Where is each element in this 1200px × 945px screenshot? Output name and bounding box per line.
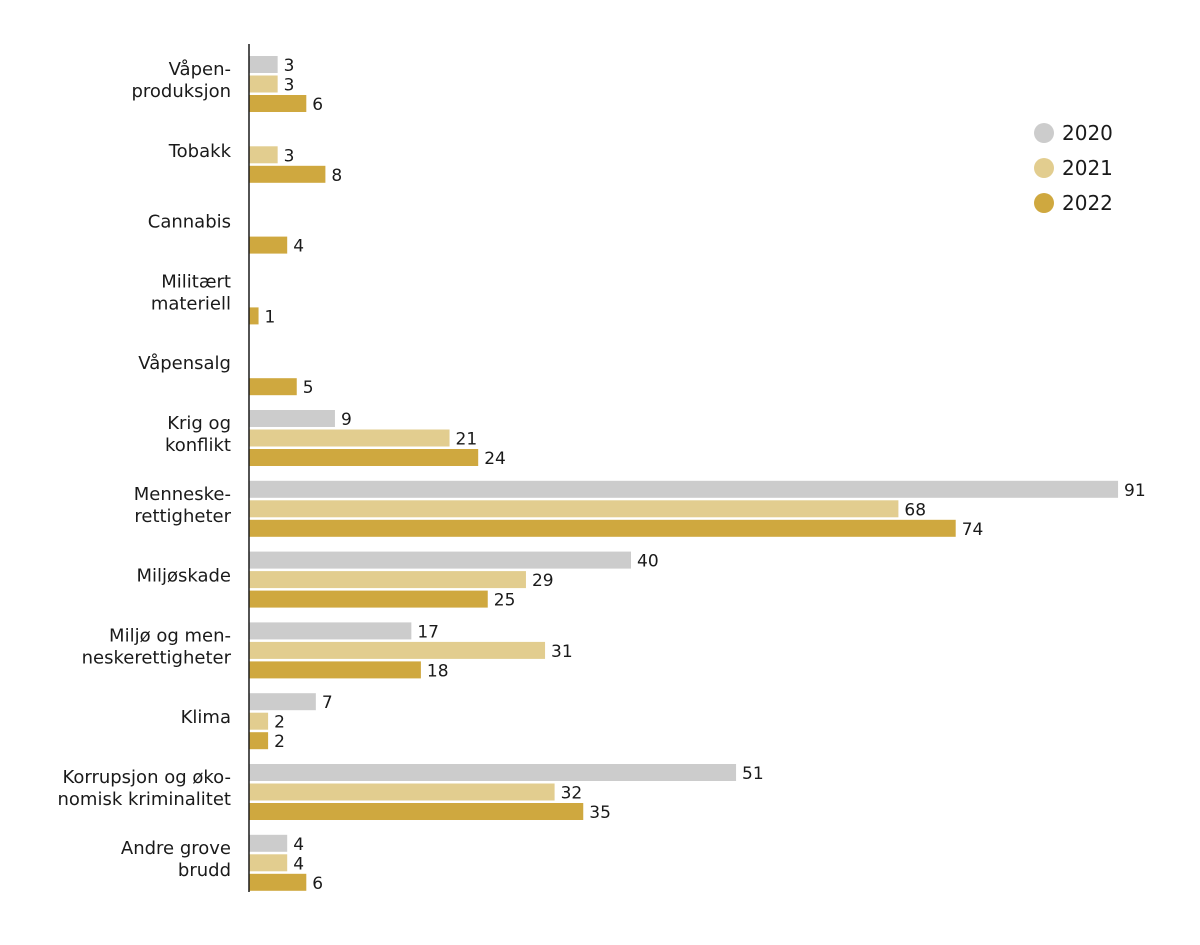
- category-label-line: Korrupsjon og øko-: [62, 767, 231, 788]
- category-label-line: Klima: [181, 707, 231, 728]
- value-label-2020-6: 91: [1124, 481, 1146, 501]
- category-label-line: materiell: [151, 293, 231, 314]
- bar-2021-5: [249, 429, 450, 447]
- bar-2021-6: [249, 500, 899, 518]
- category-label-line: nomisk kriminalitet: [58, 789, 231, 810]
- value-label-2020-10: 51: [742, 764, 764, 784]
- bar-2022-9: [249, 732, 269, 750]
- bar-2022-6: [249, 519, 956, 537]
- bar-2021-11: [249, 854, 288, 872]
- value-label-2020-11: 4: [293, 835, 304, 855]
- category-label-0: Våpen-produksjon: [131, 59, 231, 102]
- bar-2020-5: [249, 410, 335, 427]
- category-label-3: Militært materiell: [151, 271, 231, 314]
- value-label-2021-9: 2: [274, 713, 285, 733]
- bar-2021-1: [249, 146, 278, 164]
- value-label-2022-6: 74: [962, 520, 984, 540]
- category-label-11: Andre grove brudd: [121, 838, 231, 881]
- value-label-2021-0: 3: [284, 76, 295, 96]
- value-label-2022-1: 8: [331, 166, 342, 186]
- category-label-line: Militært: [161, 271, 231, 292]
- bar-2022-7: [249, 590, 488, 608]
- category-label-line: Menneske-: [134, 484, 231, 505]
- legend-marker-2021: [1034, 158, 1054, 178]
- value-label-2022-4: 5: [303, 378, 314, 398]
- category-label-line: Våpensalg: [138, 353, 231, 374]
- bar-2022-0: [249, 95, 307, 112]
- value-label-2022-5: 24: [484, 449, 506, 469]
- value-label-2021-7: 29: [532, 571, 554, 591]
- value-label-2021-10: 32: [561, 784, 583, 804]
- value-label-2022-9: 2: [274, 732, 285, 752]
- bar-2020-0: [249, 56, 278, 73]
- category-label-4: Våpensalg: [138, 353, 231, 374]
- category-label-line: rettigheter: [134, 506, 231, 527]
- bar-2020-6: [249, 480, 1119, 498]
- category-label-10: Korrupsjon og øko-nomisk kriminalitet: [58, 767, 231, 810]
- value-label-2022-10: 35: [589, 803, 611, 823]
- category-label-line: Tobakk: [168, 141, 232, 162]
- category-label-7: Miljøskade: [136, 566, 231, 587]
- bar-2021-7: [249, 571, 526, 589]
- category-label-line: konflikt: [165, 435, 231, 456]
- category-label-8: Miljø og men-neskerettigheter: [82, 625, 232, 668]
- value-label-2020-5: 9: [341, 410, 352, 430]
- value-label-2022-8: 18: [427, 661, 449, 681]
- bar-2021-10: [249, 783, 555, 801]
- bar-2020-7: [249, 551, 631, 569]
- bar-2022-5: [249, 449, 479, 466]
- bar-2020-8: [249, 622, 412, 640]
- bar-2022-8: [249, 661, 421, 679]
- category-label-line: neskerettigheter: [82, 647, 232, 668]
- bar-2022-10: [249, 803, 584, 820]
- category-label-line: Miljøskade: [136, 566, 231, 587]
- category-label-9: Klima: [181, 707, 231, 728]
- category-label-line: Andre grove: [121, 838, 231, 859]
- value-label-2022-11: 6: [312, 874, 323, 894]
- value-label-2020-8: 17: [417, 622, 439, 642]
- bar-2020-9: [249, 693, 316, 711]
- legend: 2020 2021 2022: [1034, 121, 1113, 215]
- legend-label-2022: 2022: [1062, 191, 1113, 215]
- value-label-2020-0: 3: [284, 56, 295, 76]
- bars-layer: 3363841592124916874402925173118722513235…: [249, 56, 1146, 894]
- bar-2022-1: [249, 165, 326, 183]
- category-label-line: brudd: [178, 860, 231, 881]
- value-label-2020-7: 40: [637, 552, 659, 572]
- bar-2022-2: [249, 236, 288, 254]
- value-label-2022-7: 25: [494, 591, 516, 611]
- category-labels: Våpen-produksjon Tobakk Cannabis Militært ma…: [58, 59, 232, 881]
- bar-2020-10: [249, 764, 737, 781]
- legend-marker-2020: [1034, 123, 1054, 143]
- value-label-2021-11: 4: [293, 854, 304, 874]
- bar-2020-11: [249, 834, 288, 852]
- category-label-line: Miljø og men-: [109, 625, 231, 646]
- category-label-6: Menneske-rettigheter: [134, 484, 232, 527]
- legend-marker-2022: [1034, 193, 1054, 213]
- category-label-2: Cannabis: [148, 212, 231, 233]
- value-label-2022-3: 1: [265, 307, 276, 327]
- legend-label-2021: 2021: [1062, 156, 1113, 180]
- bar-2021-9: [249, 712, 269, 730]
- category-label-1: Tobakk: [168, 141, 232, 162]
- bar-2022-11: [249, 873, 307, 891]
- category-label-line: Våpen-: [169, 59, 231, 80]
- value-label-2021-6: 68: [904, 500, 926, 520]
- value-label-2021-8: 31: [551, 642, 573, 662]
- category-label-line: Cannabis: [148, 212, 231, 233]
- value-label-2021-5: 21: [456, 430, 478, 450]
- legend-label-2020: 2020: [1062, 121, 1113, 145]
- category-label-line: Krig og: [167, 413, 231, 434]
- bar-2022-3: [249, 307, 259, 325]
- category-label-5: Krig og konflikt: [165, 413, 231, 456]
- value-label-2021-1: 3: [284, 146, 295, 166]
- value-label-2020-9: 7: [322, 693, 333, 713]
- bar-2021-0: [249, 75, 278, 93]
- bar-2022-4: [249, 378, 297, 396]
- value-label-2022-2: 4: [293, 237, 304, 257]
- category-label-line: produksjon: [131, 81, 231, 102]
- value-label-2022-0: 6: [312, 95, 323, 115]
- bar-2021-8: [249, 641, 546, 659]
